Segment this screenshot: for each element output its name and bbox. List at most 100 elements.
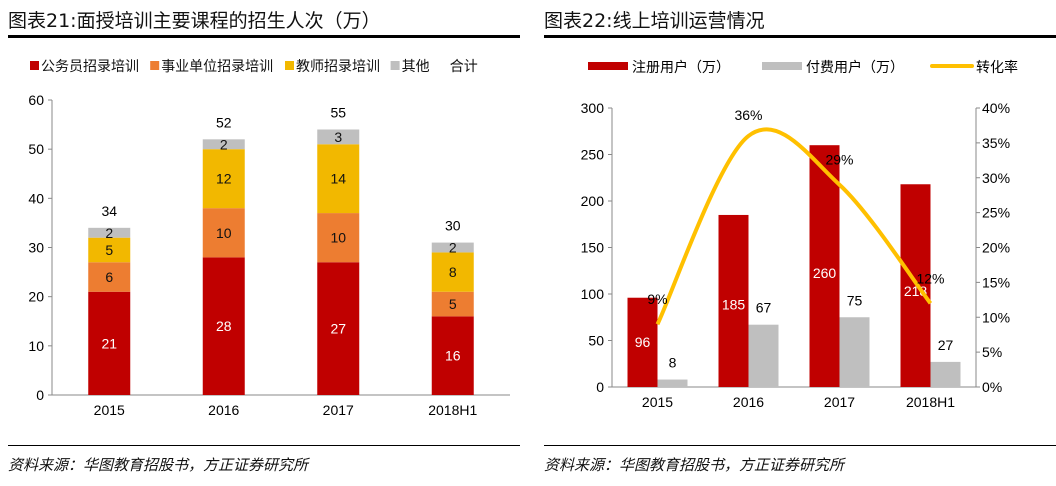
x-tick-label: 2017 [323, 402, 354, 418]
total-label: 52 [216, 114, 232, 130]
rate-label: 12% [916, 270, 944, 286]
bar-segment [317, 144, 360, 214]
total-label: 30 [445, 218, 461, 234]
data-label: 5 [105, 242, 113, 258]
x-tick-label: 2015 [642, 394, 673, 410]
bar-segment [317, 213, 360, 263]
bar [930, 361, 961, 387]
y-tick-label: 50 [28, 141, 44, 157]
legend-label: 合计 [450, 58, 478, 74]
x-tick-label: 2016 [208, 402, 239, 418]
data-label: 3 [334, 129, 342, 145]
bar [657, 379, 688, 387]
legend-label: 转化率 [976, 59, 1018, 75]
bar-segment [88, 227, 131, 238]
x-tick-label: 2018H1 [428, 402, 477, 418]
data-label: 185 [722, 297, 746, 313]
data-label: 27 [938, 337, 954, 353]
y-tick-label: 60 [28, 92, 44, 108]
legend-label: 注册用户（万） [632, 59, 730, 75]
y-tick-label: 200 [581, 193, 605, 209]
data-label: 27 [330, 321, 346, 337]
y-tick-label: 40 [28, 190, 44, 206]
divider [544, 445, 1056, 446]
x-tick-label: 2016 [733, 394, 764, 410]
bar-segment [202, 149, 245, 209]
bar [748, 324, 779, 387]
data-label: 6 [105, 269, 113, 285]
data-label: 67 [756, 300, 772, 316]
data-label: 16 [445, 348, 461, 364]
y-tick-label: 10 [28, 338, 44, 354]
data-label: 10 [216, 225, 232, 241]
y2-tick-label: 20% [982, 240, 1010, 256]
divider [8, 445, 520, 446]
bar-segment [202, 208, 245, 258]
chart-title: 图表21:面授培训主要课程的招生人次（万） [8, 10, 381, 32]
data-label: 21 [101, 335, 117, 351]
y-tick-label: 0 [596, 379, 604, 395]
bar-segment [317, 129, 360, 145]
data-label: 10 [330, 230, 346, 246]
bar-segment [431, 242, 474, 253]
bar-line-chart: 0 50 100 150 200 250 300 0% 5% 10% 15% 20% 25% 30% 35%… [581, 59, 1018, 410]
legend-label: 事业单位招录培训 [161, 58, 273, 74]
source-note: 资料来源：华图教育招股书，方正证券研究所 [544, 456, 845, 474]
legend-swatch [390, 61, 400, 70]
y-tick-label: 20 [28, 289, 44, 305]
total-label: 55 [330, 105, 346, 121]
source-note: 资料来源：华图教育招股书，方正证券研究所 [8, 456, 309, 474]
y2-tick-label: 10% [982, 309, 1010, 325]
legend-swatch [150, 61, 160, 70]
bar [839, 317, 870, 387]
data-label: 218 [904, 283, 928, 299]
y-tick-label: 30 [28, 240, 44, 256]
rate-label: 29% [825, 152, 853, 168]
chart-title: 图表22:线上培训运营情况 [544, 10, 765, 32]
y-tick-label: 250 [581, 147, 605, 163]
bar [718, 214, 749, 387]
data-label: 14 [330, 171, 346, 187]
rate-label: 9% [647, 291, 667, 307]
legend-swatch [285, 61, 294, 70]
y-tick-label: 100 [581, 286, 605, 302]
legend-label: 付费用户（万） [806, 59, 904, 75]
x-tick-label: 2018H1 [906, 394, 955, 410]
data-label: 96 [635, 334, 651, 350]
divider [8, 35, 520, 38]
legend-swatch [588, 62, 628, 70]
bar-segment [88, 291, 131, 395]
y-tick-label: 50 [588, 333, 604, 349]
divider [544, 35, 1056, 38]
legend-label: 其他 [402, 58, 430, 74]
bar-segment [431, 291, 474, 317]
x-tick-label: 2017 [824, 394, 855, 410]
chart-panel-left: 图表21:面授培训主要课程的招生人次（万） 0 10 20 30 40 50 60 公务员招录… [0, 0, 520, 486]
y2-tick-label: 15% [982, 274, 1010, 290]
bar [809, 145, 840, 387]
data-label: 5 [449, 296, 457, 312]
chart-panel-right: 图表22:线上培训运营情况 0 50 100 150 200 250 300 0% 5% 10% 1… [536, 0, 1056, 486]
y2-tick-label: 35% [982, 135, 1010, 151]
y2-tick-label: 40% [982, 100, 1010, 116]
legend-label: 教师招录培训 [296, 58, 380, 74]
legend-swatch [30, 61, 39, 70]
stacked-bar-chart: 0 10 20 30 40 50 60 公务员招录培训 事业单位招录培训 教师招录培训 其他 合计 20… [28, 58, 510, 418]
conversion-rate-line [655, 127, 933, 326]
legend-swatch [762, 62, 802, 70]
data-label: 2 [105, 225, 113, 241]
y2-tick-label: 5% [982, 344, 1002, 360]
data-label: 2 [220, 136, 228, 152]
data-label: 8 [669, 355, 677, 371]
y2-tick-label: 30% [982, 170, 1010, 186]
rate-label: 36% [734, 107, 762, 123]
data-label: 260 [813, 265, 837, 281]
y-tick-label: 300 [581, 100, 605, 116]
x-tick-label: 2015 [94, 402, 125, 418]
data-label: 75 [847, 292, 863, 308]
bar-segment [88, 237, 131, 263]
bar-segment [431, 316, 474, 395]
bar-segment [317, 262, 360, 395]
data-label: 2 [449, 240, 457, 256]
y-tick-label: 0 [36, 387, 44, 403]
